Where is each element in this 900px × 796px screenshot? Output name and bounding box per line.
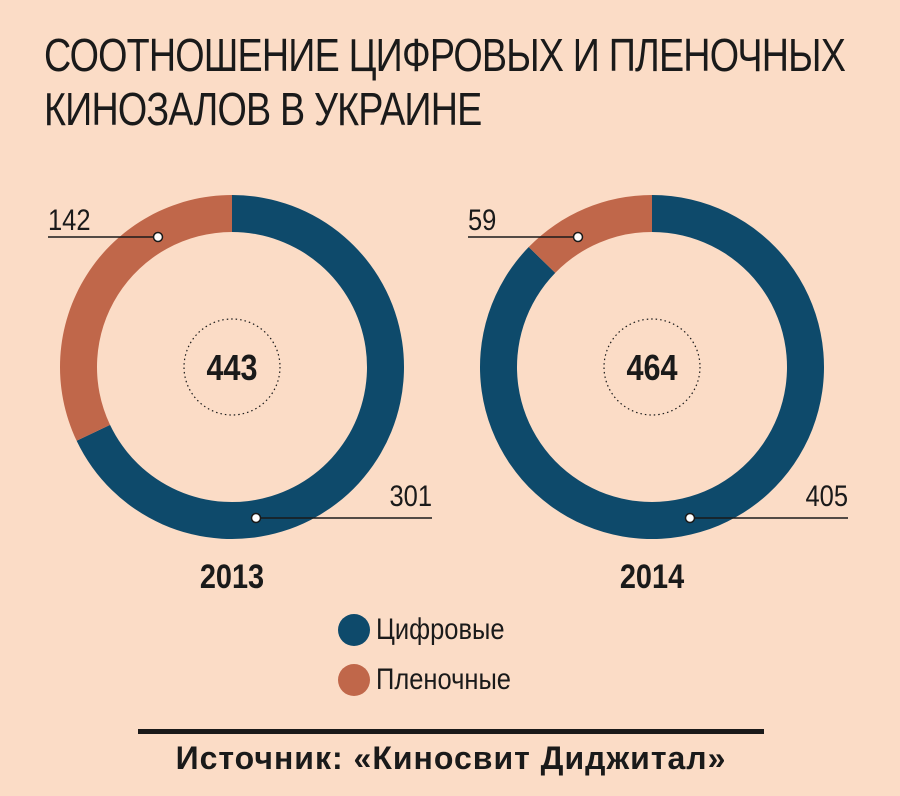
leader-dot-film-2014	[572, 231, 584, 243]
legend-label-digital: Цифровые	[376, 613, 505, 646]
legend-swatch-digital	[338, 614, 370, 646]
source-divider	[138, 729, 764, 734]
leader-dot-digital-2014	[684, 512, 696, 524]
center-dotted-ring-2013	[183, 318, 281, 416]
slice-film-2013	[60, 195, 232, 441]
source-note: Источник: «Киносвит Диджитал»	[175, 740, 727, 776]
value-label-film-2013: 142	[48, 203, 91, 236]
year-label-2013: 2013	[200, 557, 264, 596]
total-label-2013: 443	[206, 349, 257, 389]
value-label-digital-2013: 301	[389, 479, 432, 512]
donut-charts: 443 142 301 2013 464 59 405 2014	[48, 195, 848, 596]
legend-item-film: Пленочные	[338, 660, 535, 700]
total-label-2014: 464	[626, 349, 677, 389]
legend-item-digital: Цифровые	[338, 610, 527, 650]
leader-dot-film-2013	[152, 231, 164, 243]
leader-dot-digital-2013	[250, 512, 262, 524]
legend-swatch-film	[338, 664, 370, 696]
value-label-digital-2014: 405	[805, 479, 848, 512]
title-line-2: КИНОЗАЛОВ В УКРАИНЕ	[44, 83, 482, 135]
slice-film-2014	[528, 195, 652, 273]
center-dotted-ring-2014	[603, 318, 701, 416]
title-line-1: СООТНОШЕНИЕ ЦИФРОВЫХ И ПЛЕНОЧНЫХ	[44, 29, 846, 81]
chart-title: СООТНОШЕНИЕ ЦИФРОВЫХ И ПЛЕНОЧНЫХ КИНОЗАЛ…	[44, 28, 846, 136]
donut-2014: 464 59 405 2014	[468, 195, 848, 596]
donut-2013: 443 142 301 2013	[48, 195, 432, 596]
legend-label-film: Пленочные	[376, 663, 511, 696]
year-label-2014: 2014	[620, 557, 685, 596]
value-label-film-2014: 59	[468, 203, 496, 236]
